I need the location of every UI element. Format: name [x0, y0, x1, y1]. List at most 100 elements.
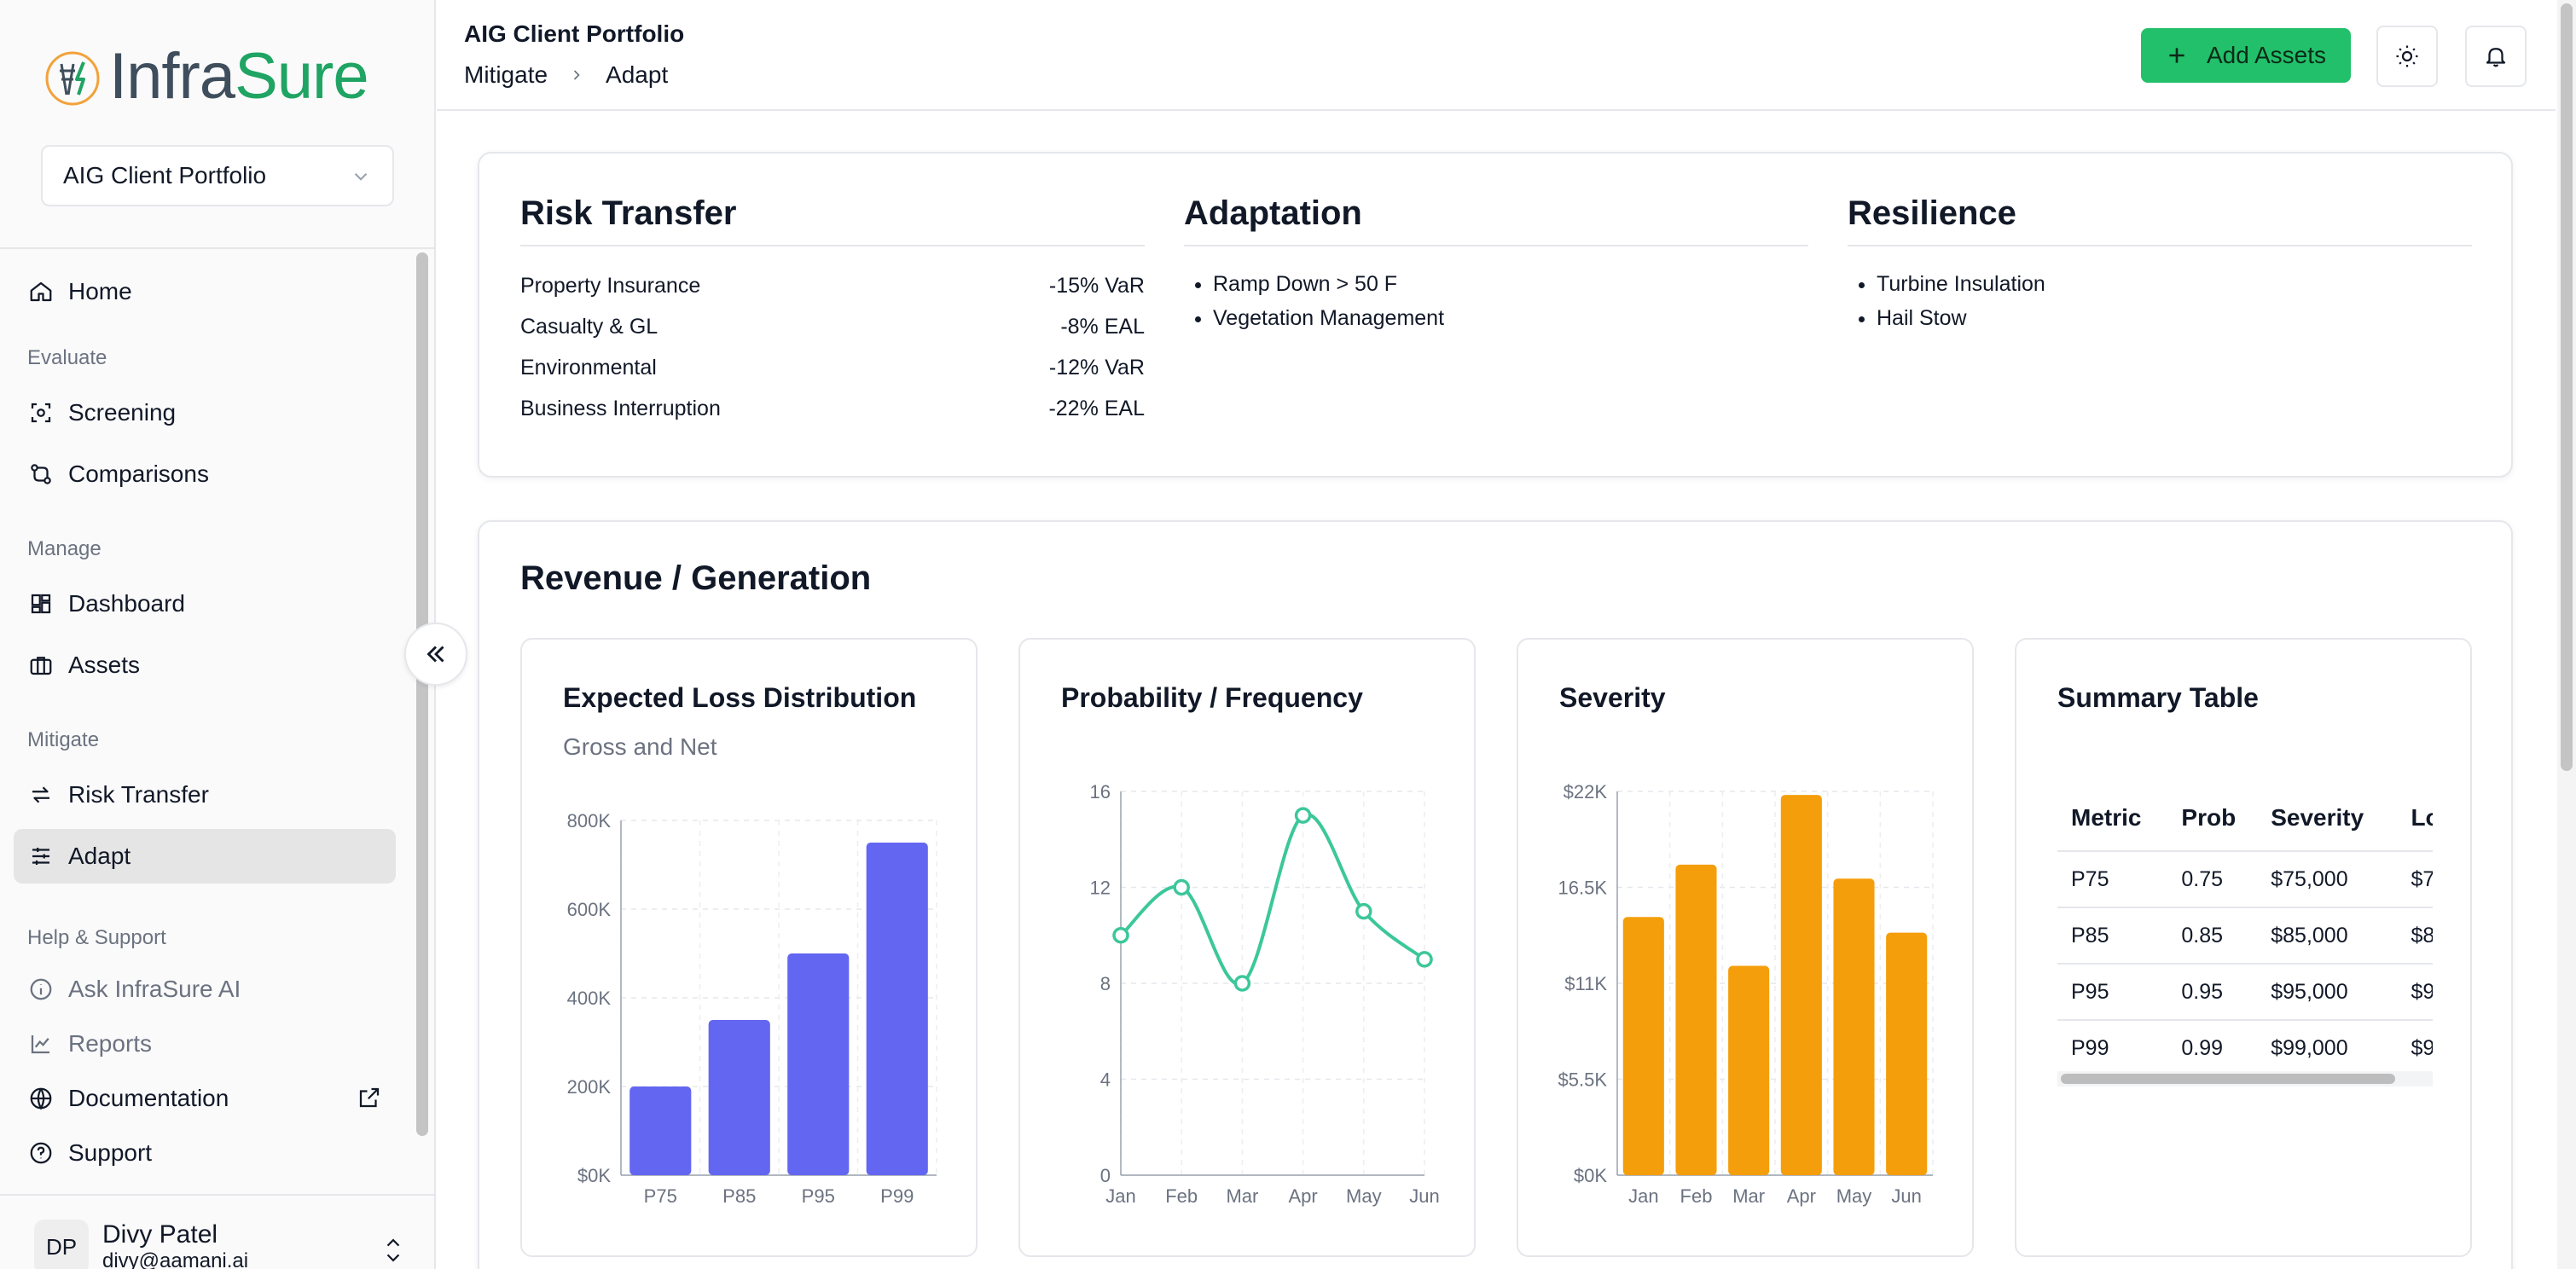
- bar: [1622, 917, 1664, 1175]
- table-header-cell[interactable]: Metric: [2057, 785, 2168, 852]
- y-tick-label: $22K: [1564, 781, 1608, 803]
- sidebar-scrollbar[interactable]: [416, 252, 428, 1136]
- table-header-row: MetricProbSeverityLoss: [2057, 785, 2433, 852]
- notifications-button[interactable]: [2465, 26, 2527, 87]
- chevron-down-icon: [354, 172, 368, 181]
- x-tick-label: Feb: [1165, 1185, 1198, 1207]
- adaptation-column: Adaptation Ramp Down > 50 FVegetation Ma…: [1184, 194, 1808, 335]
- git-compare-icon: [27, 461, 55, 488]
- risk-transfer-row: Environmental -12% VaR: [520, 347, 1145, 388]
- risk-transfer-label: Environmental: [520, 355, 657, 380]
- data-point: [1416, 951, 1433, 968]
- x-tick-label: May: [1346, 1185, 1382, 1207]
- bar: [1728, 965, 1770, 1175]
- table-cell: $75,000: [2257, 851, 2398, 908]
- sidebar-item-comparisons[interactable]: Comparisons: [14, 447, 396, 501]
- table-cell: 0.95: [2167, 964, 2258, 1021]
- revenue-title: Revenue / Generation: [520, 559, 872, 597]
- table-cell: 0.99: [2167, 1020, 2258, 1077]
- list-item: Turbine Insulation: [1877, 267, 2472, 301]
- bar: [708, 1020, 770, 1175]
- theme-toggle-button[interactable]: [2376, 26, 2438, 87]
- risk-transfer-label: Business Interruption: [520, 396, 721, 420]
- table-cell: $8,500: [2397, 907, 2433, 965]
- brand-logo[interactable]: InfraSure: [43, 44, 369, 109]
- sidebar-item-home[interactable]: Home: [14, 264, 396, 319]
- page-scrollbar-thumb[interactable]: [2561, 3, 2573, 771]
- sidebar-item-label: Documentation: [68, 1085, 229, 1111]
- sidebar-item-reports[interactable]: Reports: [14, 1017, 396, 1071]
- section-help: Help & Support: [27, 926, 166, 949]
- summary-table-scroll-area[interactable]: MetricProbSeverityLoss P750.75$75,000$7,…: [2057, 785, 2433, 1092]
- table-header-cell[interactable]: Prob: [2167, 785, 2258, 852]
- list-item: Vegetation Management: [1213, 301, 1808, 335]
- bar: [787, 953, 850, 1175]
- sidebar-divider: [0, 247, 434, 249]
- sidebar-item-documentation[interactable]: Documentation: [14, 1071, 396, 1126]
- resilience-list: Turbine InsulationHail Stow: [1848, 267, 2472, 335]
- risk-transfer-value: -8% EAL: [1060, 314, 1145, 339]
- chevron-up-down-icon[interactable]: [382, 1235, 404, 1266]
- sidebar-item-screening[interactable]: Screening: [14, 385, 396, 440]
- sun-icon: [2396, 45, 2418, 67]
- table-cell: $9,500: [2397, 964, 2433, 1021]
- y-tick-label: 12: [1090, 878, 1111, 899]
- chart-title: Expected Loss Distribution: [563, 682, 917, 713]
- sidebar-item-dashboard[interactable]: Dashboard: [14, 577, 396, 631]
- add-assets-button[interactable]: Add Assets: [2141, 28, 2351, 83]
- list-item: Ramp Down > 50 F: [1213, 267, 1808, 301]
- series-line: [1119, 812, 1426, 987]
- section-mitigate: Mitigate: [27, 728, 100, 751]
- risk-transfer-label: Property Insurance: [520, 273, 701, 298]
- sidebar-item-label: Reports: [68, 1030, 153, 1057]
- sidebar-item-label: Dashboard: [68, 590, 185, 617]
- sidebar-item-label: Adapt: [68, 843, 131, 869]
- bar: [1886, 932, 1928, 1175]
- sidebar-item-label: Home: [68, 278, 132, 304]
- risk-transfer-list: Property Insurance -15% VaR Casualty & GL -…: [520, 265, 1145, 429]
- breadcrumb-item-adapt[interactable]: Adapt: [606, 61, 669, 88]
- x-tick-label: Apr: [1787, 1185, 1816, 1207]
- table-cell: 0.75: [2167, 851, 2258, 908]
- collapse-sidebar-button[interactable]: [404, 623, 467, 686]
- portfolio-select[interactable]: AIG Client Portfolio: [41, 145, 394, 206]
- y-tick-label: $0K: [1574, 1165, 1607, 1186]
- page-scrollbar[interactable]: [2557, 0, 2576, 1269]
- risk-transfer-row: Casualty & GL -8% EAL: [520, 306, 1145, 347]
- table-cell: P95: [2057, 964, 2168, 1021]
- table-cell: $85,000: [2257, 907, 2398, 965]
- section-evaluate: Evaluate: [27, 346, 107, 369]
- chart-subtitle: Gross and Net: [563, 733, 717, 760]
- arrows-transfer-icon: [27, 781, 55, 808]
- sidebar-item-support[interactable]: Support: [14, 1126, 396, 1180]
- user-menu[interactable]: DP Divy Patel divy@aamani.ai: [34, 1220, 248, 1269]
- table-cell: P99: [2057, 1020, 2168, 1077]
- section-manage: Manage: [27, 537, 102, 560]
- table-header-cell[interactable]: Severity: [2257, 785, 2398, 852]
- x-tick-label: Jun: [1409, 1185, 1439, 1207]
- breadcrumb: Mitigate Adapt: [464, 61, 668, 89]
- brand-infra: Infra: [109, 40, 235, 113]
- y-tick-label: 800K: [567, 810, 612, 832]
- y-tick-label: 400K: [567, 988, 612, 1009]
- sidebar-item-risk-transfer[interactable]: Risk Transfer: [14, 768, 396, 822]
- sidebar: InfraSure AIG Client Portfolio Home Eval…: [0, 0, 436, 1269]
- y-tick-label: 8: [1100, 973, 1111, 994]
- probability-frequency-panel: Probability / Frequency 0 4 8 12 16 Jan Feb Mar…: [1018, 638, 1476, 1257]
- x-tick-label: May: [1836, 1185, 1872, 1207]
- globe-icon: [27, 1085, 55, 1112]
- sidebar-item-ask-ai[interactable]: Ask InfraSure AI: [14, 962, 396, 1017]
- table-header-cell[interactable]: Loss: [2397, 785, 2433, 852]
- page-title: AIG Client Portfolio: [464, 20, 685, 47]
- sidebar-item-assets[interactable]: Assets: [14, 638, 396, 692]
- sidebar-item-adapt[interactable]: Adapt: [14, 829, 396, 884]
- user-divider: [0, 1194, 434, 1196]
- breadcrumb-item-mitigate[interactable]: Mitigate: [464, 61, 548, 88]
- table-cell: $9,900: [2397, 1020, 2433, 1077]
- y-tick-label: $11K: [1564, 973, 1607, 994]
- x-tick-label: Apr: [1288, 1185, 1317, 1207]
- chart-title: Probability / Frequency: [1061, 682, 1363, 713]
- resilience-column: Resilience Turbine InsulationHail Stow: [1848, 194, 2472, 335]
